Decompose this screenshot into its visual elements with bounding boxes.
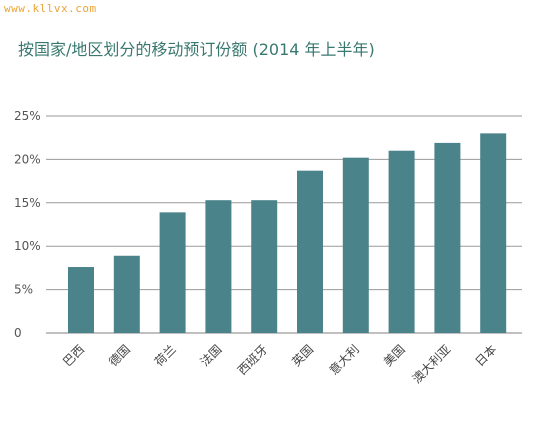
bar-6 [342, 157, 369, 333]
x-tick-label: 法国 [198, 342, 225, 369]
x-tick-label: 英国 [289, 342, 316, 369]
x-tick-label: 西班牙 [235, 342, 270, 377]
x-tick-label: 巴西 [60, 342, 87, 369]
bar-3 [205, 200, 232, 333]
x-tick-label: 意大利 [326, 342, 362, 378]
bar-0 [68, 267, 94, 333]
bar-1 [113, 255, 140, 333]
y-tick-label: 5% [14, 283, 33, 297]
bar-9 [480, 133, 507, 333]
bar-7 [388, 150, 415, 333]
x-tick-label: 美国 [381, 342, 408, 369]
bar-2 [159, 212, 186, 333]
bar-8 [434, 142, 461, 333]
chart-title: 按国家/地区划分的移动预订份额 (2014 年上半年) [18, 40, 375, 59]
y-tick-label: 0 [14, 326, 22, 340]
x-tick-label: 日本 [472, 342, 499, 369]
bar-5 [297, 170, 323, 333]
y-tick-label: 20% [14, 152, 41, 166]
bar-4 [251, 200, 278, 333]
y-tick-label: 15% [14, 196, 41, 210]
x-tick-label: 澳大利亚 [410, 342, 454, 386]
y-tick-label: 25% [14, 109, 41, 123]
y-tick-label: 10% [14, 239, 41, 253]
x-tick-label: 德国 [105, 342, 133, 370]
x-tick-label: 荷兰 [152, 342, 179, 369]
watermark: www.kllvx.com [4, 2, 97, 15]
